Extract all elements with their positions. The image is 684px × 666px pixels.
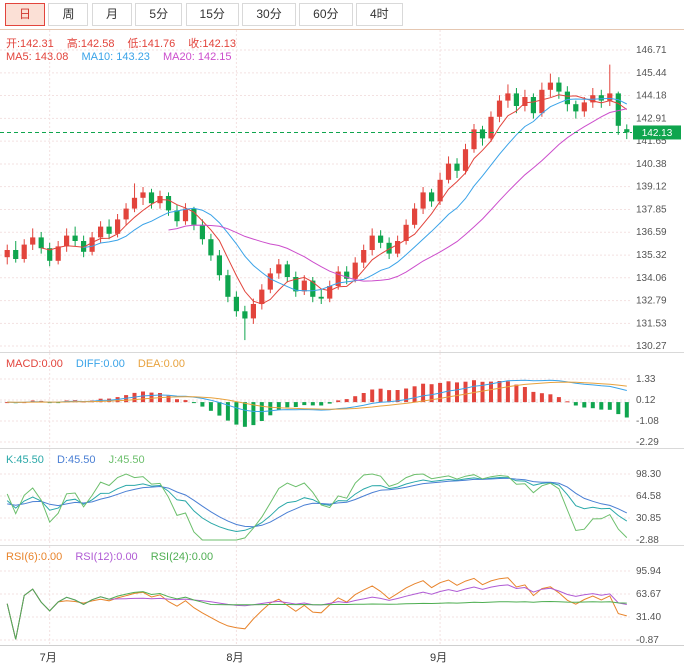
open-value: 开:142.31 xyxy=(6,38,54,50)
ma10-value: MA10: 143.23 xyxy=(81,51,150,63)
svg-text:142.13: 142.13 xyxy=(642,128,673,139)
rsi-readout: RSI(6):0.00 RSI(12):0.00 RSI(24):0.00 xyxy=(6,551,223,563)
svg-text:145.44: 145.44 xyxy=(636,68,667,79)
tab-monthly[interactable]: 月 xyxy=(91,3,132,26)
svg-text:139.12: 139.12 xyxy=(636,182,667,193)
svg-text:141.65: 141.65 xyxy=(636,136,667,147)
ohlc-readout: 开:142.31 高:142.58 低:141.76 收:142.13 xyxy=(6,35,246,51)
svg-text:1.33: 1.33 xyxy=(636,374,656,385)
month-label: 7月 xyxy=(39,652,57,664)
tab-5min[interactable]: 5分 xyxy=(135,3,183,26)
svg-text:63.67: 63.67 xyxy=(636,589,661,600)
svg-text:134.06: 134.06 xyxy=(636,273,667,284)
j-value: J:45.50 xyxy=(108,454,145,466)
candlestick-panel: 146.71 145.44 144.18 142.91 141.65 140.38 139.… xyxy=(0,30,684,352)
svg-text:140.38: 140.38 xyxy=(636,159,667,170)
high-value: 高:142.58 xyxy=(66,38,115,50)
low-value: 低:141.76 xyxy=(127,38,176,50)
svg-text:144.18: 144.18 xyxy=(636,91,667,102)
ma5-value: MA5: 143.08 xyxy=(6,51,69,63)
macd-value: MACD:0.00 xyxy=(6,358,63,370)
candlestick-canvas[interactable]: 146.71 145.44 144.18 142.91 141.65 140.38 139.… xyxy=(0,30,684,352)
svg-text:136.59: 136.59 xyxy=(636,227,667,238)
svg-text:-1.08: -1.08 xyxy=(636,416,659,427)
tab-60min[interactable]: 60分 xyxy=(299,3,353,26)
diff-value: DIFF:0.00 xyxy=(75,358,125,370)
k-value: K:45.50 xyxy=(6,454,44,466)
svg-text:31.40: 31.40 xyxy=(636,612,661,623)
svg-text:142.91: 142.91 xyxy=(636,113,667,124)
tab-30min[interactable]: 30分 xyxy=(242,3,296,26)
svg-text:132.79: 132.79 xyxy=(636,296,667,307)
month-label: 9月 xyxy=(430,652,448,664)
d-value: D:45.50 xyxy=(56,454,96,466)
svg-text:64.58: 64.58 xyxy=(636,491,661,502)
svg-text:-2.88: -2.88 xyxy=(636,535,659,546)
time-axis: 7月 8月 9月 xyxy=(0,645,684,666)
svg-text:131.53: 131.53 xyxy=(636,318,667,329)
rsi6-value: RSI(6):0.00 xyxy=(6,551,63,563)
kdj-canvas[interactable]: 98.30 64.58 30.85 -2.88 xyxy=(0,449,684,546)
dea-value: DEA:0.00 xyxy=(137,358,185,370)
tab-weekly[interactable]: 周 xyxy=(48,3,89,26)
svg-text:30.85: 30.85 xyxy=(636,513,661,524)
close-value: 收:142.13 xyxy=(188,38,236,50)
rsi12-value: RSI(12):0.00 xyxy=(75,551,138,563)
svg-text:0.12: 0.12 xyxy=(636,395,656,406)
tab-daily[interactable]: 日 xyxy=(5,3,46,26)
svg-text:95.94: 95.94 xyxy=(636,566,661,577)
tab-4hour[interactable]: 4时 xyxy=(355,3,403,26)
tab-15min[interactable]: 15分 xyxy=(185,3,239,26)
svg-text:130.27: 130.27 xyxy=(636,341,667,352)
period-toolbar: 日 周 月 5分 15分 30分 60分 4时 xyxy=(0,0,684,30)
svg-text:146.71: 146.71 xyxy=(636,45,667,56)
rsi24-value: RSI(24):0.00 xyxy=(150,551,214,563)
month-label: 8月 xyxy=(226,652,244,664)
kdj-readout: K:45.50 D:45.50 J:45.50 xyxy=(6,454,155,466)
svg-text:135.32: 135.32 xyxy=(636,250,667,261)
macd-panel: 1.33 0.12 -1.08 -2.29 MACD:0.00 DIFF:0.00 D… xyxy=(0,352,684,449)
macd-canvas[interactable]: 1.33 0.12 -1.08 -2.29 xyxy=(0,353,684,449)
svg-text:137.85: 137.85 xyxy=(636,205,667,216)
ma20-value: MA20: 142.15 xyxy=(163,51,232,63)
rsi-canvas[interactable]: 95.94 63.67 31.40 -0.87 xyxy=(0,546,684,646)
ma-readout: MA5: 143.08 MA10: 143.23 MA20: 142.15 xyxy=(6,51,242,63)
rsi-panel: 95.94 63.67 31.40 -0.87 RSI(6):0.00 RSI(12)… xyxy=(0,545,684,646)
svg-text:-2.29: -2.29 xyxy=(636,437,659,448)
macd-readout: MACD:0.00 DIFF:0.00 DEA:0.00 xyxy=(6,358,195,370)
svg-text:98.30: 98.30 xyxy=(636,469,661,480)
svg-text:-0.87: -0.87 xyxy=(636,635,659,646)
kdj-panel: 98.30 64.58 30.85 -2.88 K:45.50 D:45.50 J:4… xyxy=(0,448,684,546)
